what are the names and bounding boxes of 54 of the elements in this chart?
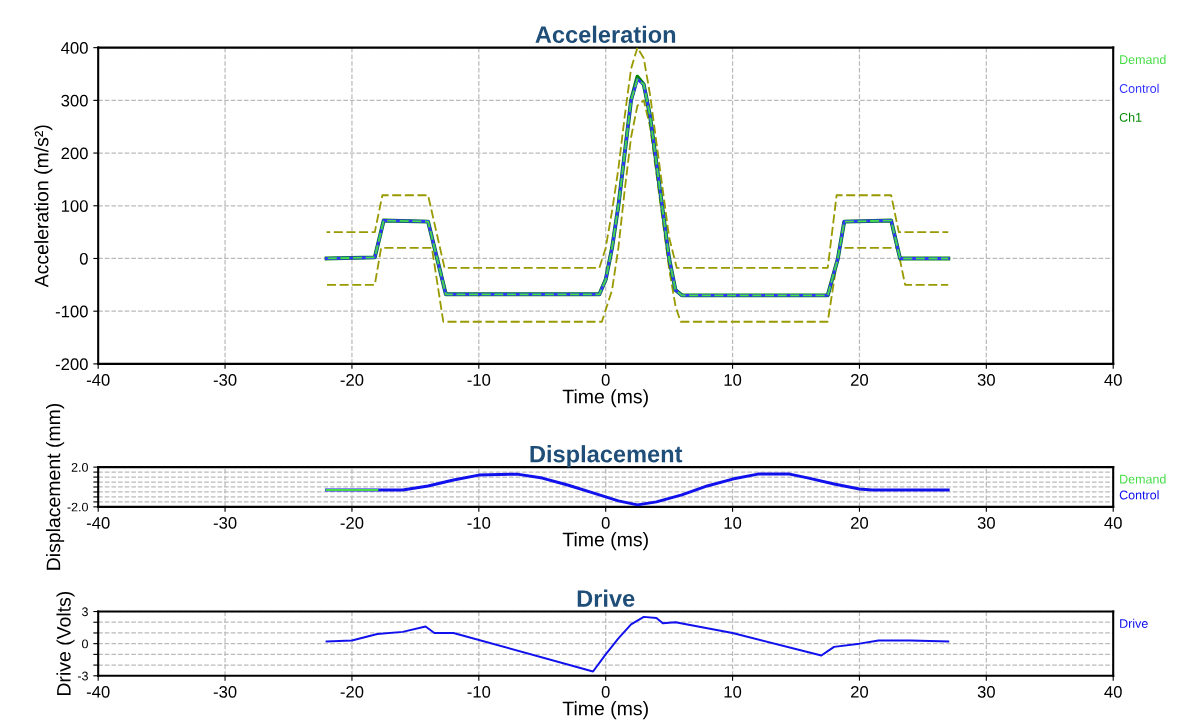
x-tick-label: 30 — [977, 374, 995, 386]
y-tick-label: 3 — [81, 607, 88, 617]
x-tick-label: 30 — [977, 517, 995, 529]
x-tick-label: 10 — [724, 685, 742, 698]
x-tick-label: -30 — [213, 517, 237, 529]
x-tick-label: -30 — [213, 685, 237, 698]
text: Control — [1119, 490, 1159, 500]
x-tick-label: 20 — [851, 517, 869, 529]
y-tick-label: 300 — [61, 94, 88, 107]
chart-title: Displacement — [530, 445, 683, 468]
x-tick-label: 20 — [851, 374, 869, 386]
x-tick-label: 40 — [1104, 685, 1122, 698]
x-axis-title: Time (ms) — [562, 701, 648, 720]
text: Drive — [1120, 618, 1148, 628]
y-axis-title: Acceleration (m/s²) — [34, 125, 53, 288]
y-tick-label: -200 — [55, 358, 88, 371]
x-tick-label: -40 — [86, 685, 110, 698]
x-tick-label: 20 — [851, 685, 869, 698]
y-axis-title: Drive (Volts) — [56, 591, 75, 696]
text: Ch1 — [1119, 112, 1142, 122]
text: Control — [1119, 83, 1159, 93]
x-tick-label: 40 — [1104, 517, 1122, 529]
x-tick-label: -40 — [86, 517, 110, 529]
x-tick-label: -20 — [340, 685, 364, 698]
x-tick-label: 0 — [601, 517, 610, 529]
y-tick-label: 2.0 — [71, 462, 88, 472]
x-tick-label: 0 — [601, 374, 610, 386]
x-axis-title: Time (ms) — [562, 389, 648, 408]
y-tick-label: 0 — [79, 252, 88, 265]
chart-title: Drive — [577, 589, 635, 607]
y-tick-label: 400 — [61, 42, 88, 54]
chart-title: Acceleration — [535, 25, 676, 43]
x-tick-label: -20 — [340, 517, 364, 529]
y-tick-label: 0 — [82, 639, 88, 649]
y-tick-label: -100 — [55, 305, 88, 318]
x-tick-label: -20 — [340, 374, 364, 386]
y-tick-label: 200 — [61, 147, 88, 160]
y-axis-title: Displacement (mm) — [46, 403, 65, 570]
x-tick-label: 0 — [601, 685, 610, 698]
x-tick-label: -30 — [213, 374, 237, 386]
x-tick-label: -10 — [467, 517, 491, 529]
x-tick-label: 40 — [1104, 374, 1122, 386]
x-tick-label: -40 — [86, 374, 110, 386]
y-tick-label: 100 — [61, 200, 88, 212]
text: Demand — [1120, 54, 1166, 65]
y-tick-label: -3 — [77, 671, 88, 681]
x-tick-label: -10 — [467, 685, 491, 698]
x-tick-label: 10 — [724, 374, 742, 386]
y-tick-label: -2.0 — [67, 502, 88, 512]
x-axis-title: Time (ms) — [562, 532, 648, 551]
x-tick-label: 30 — [977, 685, 995, 698]
x-tick-label: -10 — [467, 374, 491, 386]
x-tick-label: 10 — [724, 517, 742, 529]
text: Demand — [1120, 474, 1166, 484]
